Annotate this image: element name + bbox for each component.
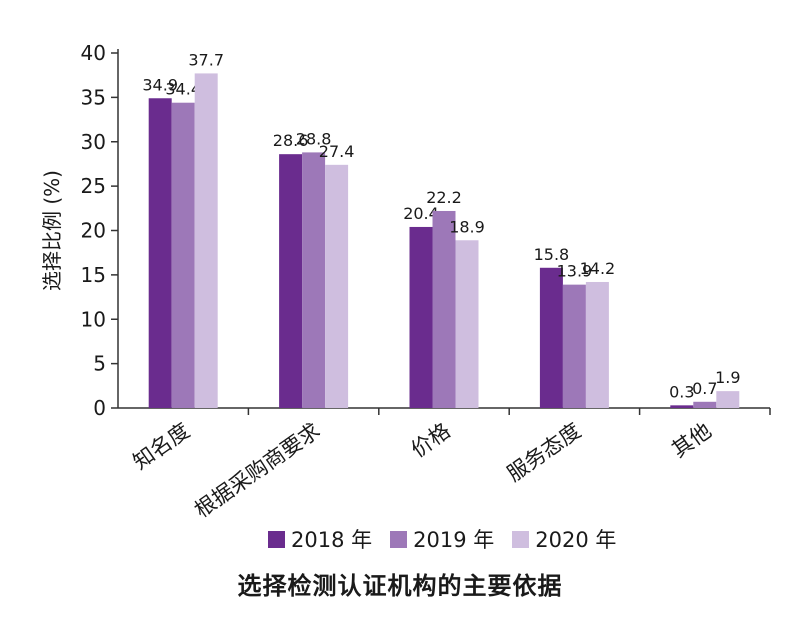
bar xyxy=(585,281,609,408)
y-tick-label: 40 xyxy=(81,41,106,65)
category-label: 价格 xyxy=(407,418,455,462)
legend-swatch-2020 xyxy=(512,530,530,548)
data-label: 0.7 xyxy=(692,379,717,398)
bar xyxy=(171,102,195,408)
data-label: 20.4 xyxy=(403,204,439,223)
y-tick-label: 15 xyxy=(81,263,106,287)
legend-item-2019: 2019 年 xyxy=(390,524,494,554)
y-tick-label: 35 xyxy=(81,85,106,109)
bar xyxy=(194,73,218,408)
data-label: 27.4 xyxy=(319,142,355,161)
y-axis-label: 选择比例 (%) xyxy=(40,170,64,291)
category-label: 服务态度 xyxy=(503,418,586,486)
bar xyxy=(539,267,563,408)
legend-item-2020: 2020 年 xyxy=(512,524,616,554)
legend-item-2018: 2018 年 xyxy=(268,524,372,554)
data-label: 28.8 xyxy=(296,129,332,148)
bar xyxy=(148,98,172,408)
y-tick-label: 30 xyxy=(81,130,106,154)
category-label: 知名度 xyxy=(129,418,194,474)
data-label: 34.4 xyxy=(165,80,201,99)
data-label: 37.7 xyxy=(188,50,224,69)
bar xyxy=(670,405,694,408)
bar xyxy=(716,391,740,408)
category-label: 根据采购商要求 xyxy=(190,418,324,522)
legend: 2018 年 2019 年 2020 年 xyxy=(268,524,616,554)
bar xyxy=(432,210,456,408)
y-tick-label: 0 xyxy=(93,396,106,420)
data-label: 1.9 xyxy=(715,368,740,387)
data-label: 22.2 xyxy=(426,188,462,207)
legend-swatch-2018 xyxy=(268,530,285,548)
y-tick-label: 25 xyxy=(81,174,106,198)
legend-label-2020: 2020 年 xyxy=(535,528,617,552)
bar xyxy=(455,240,479,408)
legend-label-2018: 2018 年 xyxy=(291,528,373,552)
data-label: 34.9 xyxy=(142,75,178,94)
data-label: 28.6 xyxy=(273,131,309,150)
legend-label-2019: 2019 年 xyxy=(413,528,495,552)
bar xyxy=(409,226,433,408)
bar xyxy=(279,154,303,408)
bar xyxy=(562,284,586,408)
y-tick-label: 10 xyxy=(81,307,106,331)
data-label: 0.3 xyxy=(669,382,694,401)
data-label: 13.9 xyxy=(557,262,593,281)
data-label: 15.8 xyxy=(534,245,570,264)
data-label: 18.9 xyxy=(449,217,485,236)
category-label: 其他 xyxy=(667,418,715,462)
legend-swatch-2019 xyxy=(390,530,408,548)
y-tick-label: 20 xyxy=(81,219,106,243)
y-tick-label: 5 xyxy=(93,352,106,376)
bar xyxy=(302,152,326,408)
data-label: 14.2 xyxy=(580,259,616,278)
bar xyxy=(325,164,349,408)
bar xyxy=(693,401,717,408)
chart-title: 选择检测认证机构的主要依据 xyxy=(237,572,563,600)
